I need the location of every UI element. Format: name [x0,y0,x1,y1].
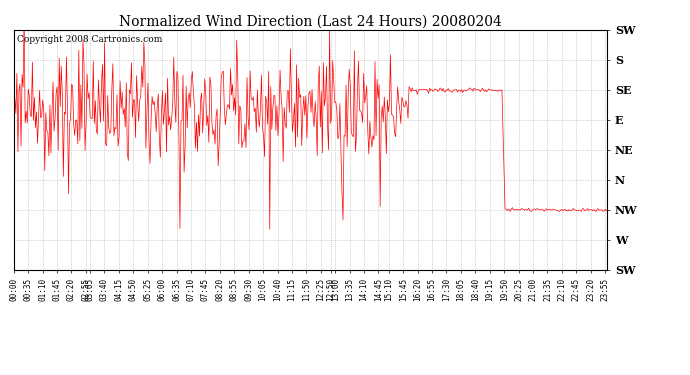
Text: Copyright 2008 Cartronics.com: Copyright 2008 Cartronics.com [17,35,162,44]
Title: Normalized Wind Direction (Last 24 Hours) 20080204: Normalized Wind Direction (Last 24 Hours… [119,15,502,29]
